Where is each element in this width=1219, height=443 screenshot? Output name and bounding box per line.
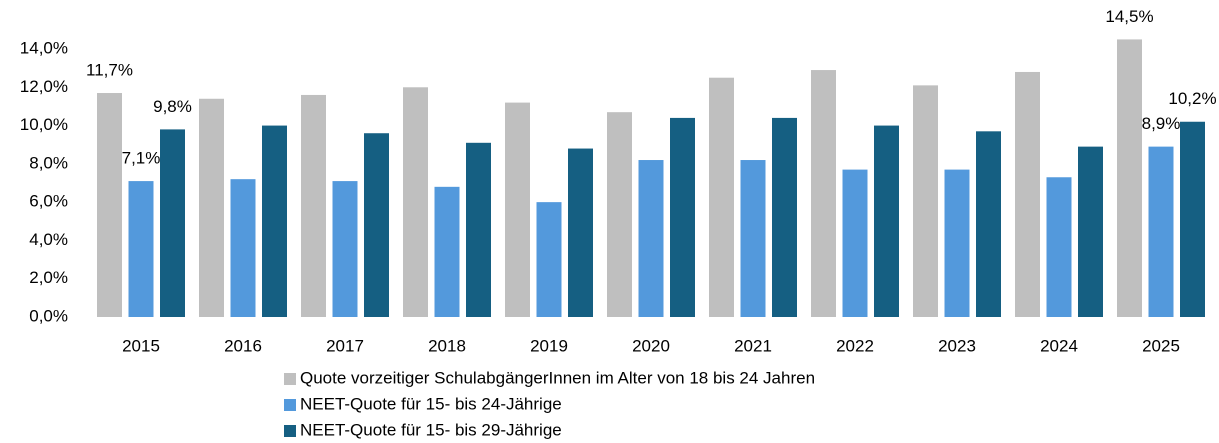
legend-swatch	[284, 373, 296, 385]
bar	[913, 85, 938, 317]
bar	[301, 94, 326, 317]
bar	[842, 169, 868, 317]
x-tick-label: 2024	[1040, 336, 1078, 355]
x-tick-label: 2021	[734, 336, 772, 355]
bar	[230, 179, 256, 317]
x-tick-label: 2025	[1142, 336, 1180, 355]
legend-label: Quote vorzeitiger SchulabgängerInnen im …	[300, 368, 815, 387]
bar	[1117, 39, 1142, 318]
bar	[638, 160, 664, 317]
bar	[536, 202, 562, 317]
data-label: 8,9%	[1142, 114, 1181, 133]
bar	[709, 77, 734, 317]
legend-swatch	[284, 399, 296, 411]
legend-label: NEET-Quote für 15- bis 29-Jährige	[300, 420, 562, 439]
y-tick-label: 2,0%	[29, 268, 68, 287]
bar	[874, 125, 899, 317]
bar	[568, 148, 593, 317]
bar	[607, 112, 632, 318]
bar	[364, 133, 389, 317]
data-label: 11,7%	[86, 61, 133, 80]
data-label: 10,2%	[1168, 89, 1216, 108]
y-tick-label: 4,0%	[29, 230, 68, 249]
y-tick-label: 12,0%	[20, 77, 68, 96]
bar	[466, 142, 491, 317]
y-tick-label: 10,0%	[20, 115, 68, 134]
bar	[97, 93, 122, 318]
data-label: 14,5%	[1105, 7, 1153, 26]
bar	[740, 160, 766, 317]
x-tick-label: 2020	[632, 336, 670, 355]
y-tick-label: 6,0%	[29, 192, 68, 211]
data-label: 7,1%	[122, 149, 161, 168]
bar	[1078, 146, 1103, 317]
bar	[505, 102, 530, 317]
x-tick-label: 2017	[326, 336, 364, 355]
y-tick-label: 14,0%	[20, 38, 68, 57]
bar	[772, 117, 797, 318]
x-tick-label: 2016	[224, 336, 262, 355]
bar	[1180, 121, 1205, 317]
x-tick-label: 2018	[428, 336, 466, 355]
x-tick-label: 2023	[938, 336, 976, 355]
y-tick-label: 0,0%	[29, 306, 68, 325]
bar	[128, 181, 154, 317]
bar	[811, 70, 836, 317]
bar	[403, 87, 428, 318]
bar	[1046, 177, 1072, 317]
bar	[670, 117, 695, 318]
x-tick-label: 2015	[122, 336, 160, 355]
x-tick-label: 2019	[530, 336, 568, 355]
bar	[976, 131, 1001, 317]
bar	[1015, 71, 1040, 317]
y-tick-label: 8,0%	[29, 153, 68, 172]
legend-swatch	[284, 425, 296, 437]
bar	[262, 125, 287, 317]
legend-label: NEET-Quote für 15- bis 24-Jährige	[300, 394, 562, 413]
bar	[944, 169, 970, 317]
bar	[434, 186, 460, 317]
data-label: 9,8%	[153, 97, 192, 116]
x-tick-label: 2022	[836, 336, 874, 355]
bar	[1148, 146, 1174, 317]
bar	[160, 129, 185, 317]
bar	[199, 98, 224, 318]
bar	[332, 181, 358, 317]
